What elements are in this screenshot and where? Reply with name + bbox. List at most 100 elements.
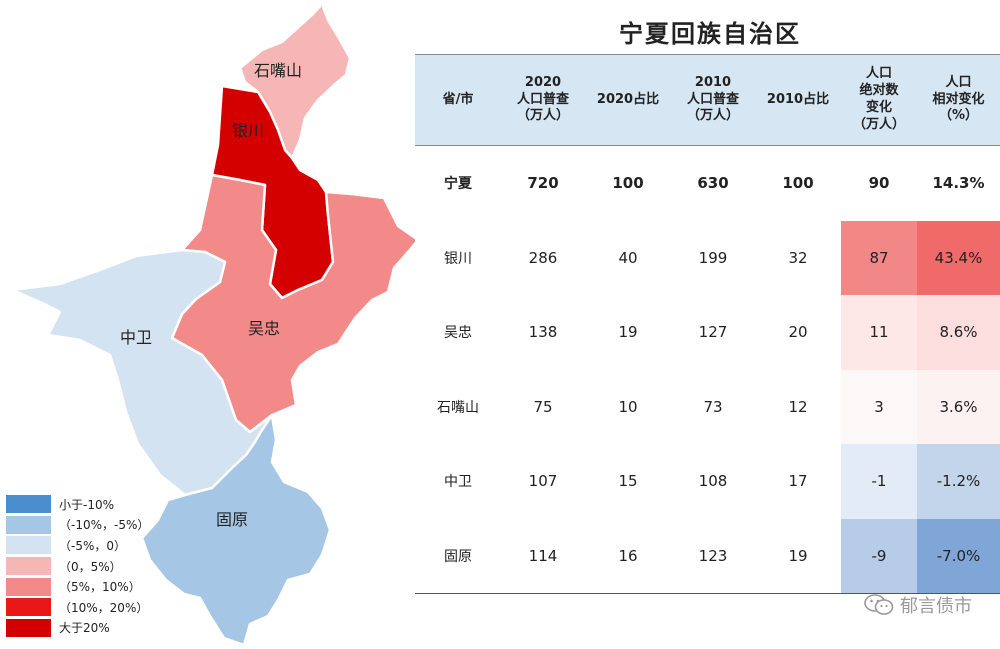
- population-table: 省/市 2020 人口普查 （万人） 2020占比 2010 人口普查 （万人） 201…: [415, 54, 1000, 594]
- table-cell: 19: [788, 546, 808, 565]
- wechat-icon: [864, 594, 894, 615]
- header-2010-share: 2010占比: [755, 55, 841, 145]
- header-line: （%）: [938, 108, 979, 124]
- header-line: 人口: [945, 74, 972, 90]
- table-cell: 15: [618, 472, 638, 491]
- header-line: 人口普查: [686, 91, 739, 107]
- legend-item: （0，5%）: [6, 556, 166, 577]
- legend-item: 小于-10%: [6, 494, 166, 515]
- table-cell: -7.0%: [917, 518, 1000, 593]
- table-cell: 3.6%: [917, 369, 1000, 444]
- watermark-text: 郁言债市: [900, 596, 972, 617]
- header-line: 2020占比: [596, 91, 660, 107]
- legend-swatch: [6, 557, 51, 576]
- legend-label: （0，5%）: [59, 559, 122, 574]
- legend-label: （10%，20%）: [59, 600, 149, 615]
- table-row: 宁夏 720 100 630 100 90 14.3%: [415, 146, 1000, 221]
- legend-item: （-5%，0）: [6, 535, 166, 556]
- table-header: 省/市 2020 人口普查 （万人） 2020占比 2010 人口普查 （万人） 201…: [415, 54, 1000, 146]
- table-cell: 40: [618, 248, 638, 267]
- legend-swatch: [6, 495, 51, 514]
- header-abs-change: 人口 绝对数 变化 （万人）: [841, 55, 917, 145]
- header-region: 省/市: [415, 55, 501, 145]
- table-cell: 100: [612, 174, 644, 193]
- table-cell: 16: [618, 546, 638, 565]
- header-line: 人口普查: [516, 91, 569, 107]
- legend-label: （-10%，-5%）: [59, 518, 150, 533]
- legend-item: （5%，10%）: [6, 576, 166, 597]
- table-cell: 720: [527, 174, 559, 193]
- table-cell: -1: [841, 444, 917, 519]
- table-cell: 14.3%: [917, 146, 1000, 221]
- row-region-name: 宁夏: [444, 176, 472, 193]
- table-cell: 32: [788, 248, 808, 267]
- table-row: 中卫 107 15 108 17 -1 -1.2%: [415, 444, 1000, 519]
- table-cell: 199: [698, 248, 728, 267]
- table-cell: 20: [788, 323, 808, 342]
- legend-swatch: [6, 515, 51, 534]
- table-row: 石嘴山 75 10 73 12 3 3.6%: [415, 369, 1000, 444]
- table-cell: 90: [841, 146, 917, 221]
- table-cell: 11: [841, 295, 917, 370]
- header-line: （万人）: [852, 116, 905, 132]
- watermark: 郁言债市: [864, 592, 972, 618]
- page-title: 宁夏回族自治区: [619, 19, 801, 48]
- table-cell: 123: [698, 546, 728, 565]
- legend-label: 大于20%: [59, 621, 110, 636]
- table-cell: 19: [618, 323, 638, 342]
- table-cell: 8.6%: [917, 295, 1000, 370]
- header-line: （万人）: [516, 108, 569, 124]
- legend-swatch: [6, 536, 51, 555]
- table-cell: 127: [698, 323, 728, 342]
- map-label-yinchuan: 银川: [232, 121, 264, 140]
- ningxia-map: 石嘴山 银川 吴忠 中卫 固原: [10, 2, 415, 647]
- map-label-guyuan: 固原: [216, 510, 248, 529]
- table-cell: 17: [788, 472, 808, 491]
- legend-swatch: [6, 577, 51, 596]
- table-cell: 10: [618, 397, 638, 416]
- header-line: 2020: [524, 74, 562, 90]
- row-region-name: 固原: [444, 548, 472, 565]
- table-cell: 138: [528, 323, 558, 342]
- table-body: 宁夏 720 100 630 100 90 14.3% 银川 286 40 199 32 87 43.4%…: [415, 146, 1000, 594]
- row-region-name: 吴忠: [444, 325, 472, 342]
- table-cell: -9: [841, 518, 917, 593]
- table-cell: 73: [703, 397, 723, 416]
- table-row: 固原 114 16 123 19 -9 -7.0%: [415, 518, 1000, 593]
- legend-item: （-10%，-5%）: [6, 515, 166, 536]
- row-region-name: 石嘴山: [437, 399, 479, 416]
- table-cell: 286: [528, 248, 558, 267]
- region-guyuan: [140, 413, 332, 647]
- header-line: 省/市: [442, 91, 474, 107]
- legend-label: （-5%，0）: [59, 538, 127, 553]
- map-label-zhongwei: 中卫: [120, 328, 152, 347]
- table-cell: 107: [528, 472, 558, 491]
- map-legend: 小于-10% （-10%，-5%） （-5%，0） （0，5%） （5%，10%…: [6, 494, 166, 638]
- table-cell: 114: [528, 546, 558, 565]
- legend-label: （5%，10%）: [59, 580, 141, 595]
- legend-swatch: [6, 598, 51, 617]
- header-2020-share: 2020占比: [585, 55, 671, 145]
- header-line: （万人）: [686, 108, 739, 124]
- legend-item: （10%，20%）: [6, 597, 166, 618]
- header-line: 2010: [694, 74, 732, 90]
- header-line: 相对变化: [932, 91, 985, 107]
- header-2010-census: 2010 人口普查 （万人）: [671, 55, 755, 145]
- table-cell: 3: [841, 369, 917, 444]
- header-line: 人口: [865, 66, 892, 82]
- row-region-name: 中卫: [444, 474, 472, 491]
- row-region-name: 银川: [444, 250, 472, 267]
- table-cell: 108: [698, 472, 728, 491]
- legend-swatch: [6, 618, 51, 637]
- map-label-shizuishan: 石嘴山: [254, 61, 302, 80]
- header-line: 变化: [865, 100, 892, 115]
- map-label-wuzhong: 吴忠: [248, 319, 280, 338]
- legend-label: 小于-10%: [59, 497, 115, 512]
- legend-item: 大于20%: [6, 618, 166, 639]
- table-cell: 100: [782, 174, 814, 193]
- table-cell: 75: [533, 397, 553, 416]
- table-cell: -1.2%: [917, 444, 1000, 519]
- header-2020-census: 2020 人口普查 （万人）: [501, 55, 585, 145]
- header-line: 2010占比: [766, 91, 830, 107]
- header-rel-change: 人口 相对变化 （%）: [917, 55, 1000, 145]
